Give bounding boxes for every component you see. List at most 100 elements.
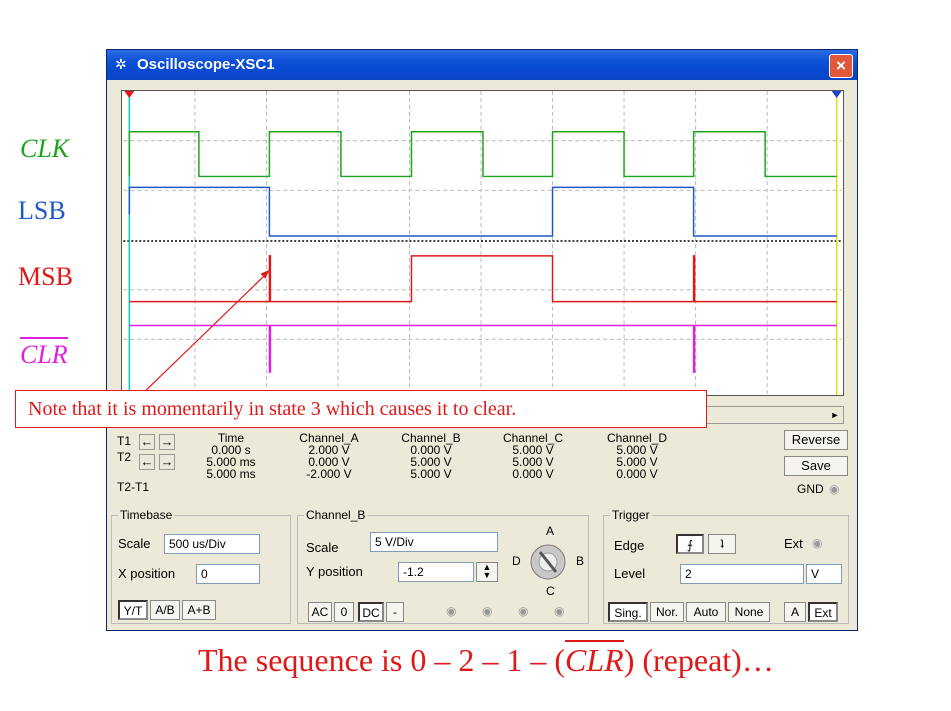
radio-2[interactable]: ◉	[482, 604, 493, 618]
channel-b-scale-input[interactable]: 5 V/Div	[370, 532, 498, 552]
cell-a-3: -2.000 V	[306, 467, 352, 481]
cell-c-2: 5.000 V	[512, 455, 554, 469]
x-position-input[interactable]: 0	[196, 564, 260, 584]
col-channel-b: Channel_B 0.000 V 5.000 V 5.000 V	[381, 432, 481, 480]
t2-left-arrow-icon[interactable]: ←	[139, 454, 155, 470]
trigger-source-a-button[interactable]: A	[784, 602, 806, 622]
cell-b-2: 5.000 V	[410, 455, 452, 469]
t2-label: T2	[117, 450, 132, 464]
cell-a-1: 2.000 V	[308, 443, 350, 457]
cell-d-2: 5.000 V	[616, 455, 658, 469]
cursor-t1-marker	[124, 91, 135, 98]
channel-b-group: Channel_B Scale 5 V/Div Y position -1.2 …	[297, 508, 589, 624]
timebase-scale-input[interactable]: 500 us/Div	[164, 534, 260, 554]
note-callout: Note that it is momentarily in state 3 w…	[15, 390, 707, 428]
t1-right-arrow-icon[interactable]: →	[159, 434, 175, 450]
mode-yt-button[interactable]: Y/T	[118, 600, 148, 620]
trigger-legend: Trigger	[612, 508, 650, 522]
cursor-t2-marker	[831, 91, 842, 98]
y-position-input[interactable]: -1.2	[398, 562, 474, 582]
col-channel-a: Channel_A 2.000 V 0.000 V -2.000 V	[279, 432, 379, 480]
gnd-radio[interactable]: ◉	[829, 482, 840, 496]
trigger-group: Trigger Edge ⨍ ʇ Ext ◉ Level 2 V Sing. N…	[603, 508, 849, 624]
mode-ab-button[interactable]: A/B	[150, 600, 180, 620]
knob-label-d: D	[512, 554, 521, 568]
header-channel-d: Channel_D	[606, 431, 668, 445]
header-channel-b: Channel_B	[401, 431, 461, 445]
knob-label-a: A	[546, 524, 555, 538]
trace-clr	[129, 324, 837, 373]
header-time: Time	[217, 431, 245, 445]
cell-d-1: 5.000 V	[616, 443, 658, 457]
channel-b-legend: Channel_B	[306, 508, 366, 522]
close-button[interactable]: ×	[829, 54, 853, 78]
timebase-legend: Timebase	[120, 508, 173, 522]
timebase-group: Timebase Scale 500 us/Div X position 0 Y…	[111, 508, 291, 624]
trace-lsb	[128, 186, 837, 237]
y-position-spinner-icon[interactable]: ▲ ▼	[476, 562, 498, 582]
trigger-auto-button[interactable]: Auto	[686, 602, 726, 622]
cell-a-2: 0.000 V	[308, 455, 350, 469]
cell-b-1: 0.000 V	[410, 443, 452, 457]
rising-edge-icon[interactable]: ⨍	[676, 534, 704, 554]
reverse-button[interactable]: Reverse	[784, 430, 848, 450]
readout-panel: T1 T2 T2-T1 ← → ← → Time 0.000 s 5.000 m…	[109, 426, 856, 504]
sequence-caption: The sequence is 0 – 2 – 1 – (CLR) (repea…	[198, 640, 774, 679]
knob-label-c: C	[546, 584, 555, 598]
oscilloscope-window: ✲ Oscilloscope-XSC1 ×	[106, 49, 858, 631]
msb-label: MSB	[18, 262, 73, 291]
save-button[interactable]: Save	[784, 456, 848, 476]
invert-button[interactable]: -	[386, 602, 404, 622]
title-bar[interactable]: ✲ Oscilloscope-XSC1 ×	[107, 50, 857, 80]
oscilloscope-icon: ✲	[115, 56, 127, 72]
col-time: Time 0.000 s 5.000 ms 5.000 ms	[181, 432, 281, 480]
t1-left-arrow-icon[interactable]: ←	[139, 434, 155, 450]
trigger-normal-button[interactable]: Nor.	[650, 602, 684, 622]
t1-label: T1	[117, 434, 132, 448]
t2-t1-label: T2-T1	[117, 480, 150, 494]
col-channel-d: Channel_D 5.000 V 5.000 V 0.000 V	[587, 432, 687, 480]
header-channel-c: Channel_C	[502, 431, 564, 445]
radio-4[interactable]: ◉	[554, 604, 565, 618]
ext-label: Ext	[784, 536, 803, 551]
edge-label: Edge	[614, 538, 645, 553]
grid	[123, 91, 842, 395]
coupling-ac-button[interactable]: AC	[308, 602, 332, 622]
clr-bar-label: CLR	[20, 337, 68, 370]
trigger-none-button[interactable]: None	[728, 602, 770, 622]
trigger-source-ext-button[interactable]: Ext	[808, 602, 838, 622]
timebase-scale-label: Scale	[118, 536, 151, 551]
trigger-single-button[interactable]: Sing.	[608, 602, 648, 622]
ext-radio[interactable]: ◉	[812, 536, 823, 550]
radio-3[interactable]: ◉	[518, 604, 529, 618]
coupling-dc-button[interactable]: DC	[358, 602, 384, 622]
scroll-right-icon[interactable]: ►	[830, 410, 840, 420]
gnd-label: GND	[797, 482, 824, 496]
level-label: Level	[614, 566, 646, 581]
header-channel-a: Channel_A	[299, 431, 359, 445]
cell-time-2: 5.000 ms	[206, 455, 256, 469]
annotation-arrow	[144, 271, 269, 392]
caption-clr: CLR	[565, 640, 624, 678]
coupling-zero-button[interactable]: 0	[334, 602, 354, 622]
falling-edge-icon[interactable]: ʇ	[708, 534, 736, 554]
window-title: Oscilloscope-XSC1	[137, 56, 275, 73]
x-position-label: X position	[118, 566, 176, 581]
caption-after: ) (repeat)…	[623, 642, 774, 678]
radio-1[interactable]: ◉	[446, 604, 457, 618]
mode-a-plus-b-button[interactable]: A+B	[182, 600, 216, 620]
knob-label-b: B	[576, 554, 585, 568]
caption-before: The sequence is 0 – 2 – 1 – (	[198, 642, 566, 678]
scope-screen[interactable]	[121, 90, 844, 396]
t2-right-arrow-icon[interactable]: →	[159, 454, 175, 470]
cell-d-3: 0.000 V	[616, 467, 658, 481]
cell-b-3: 5.000 V	[410, 467, 452, 481]
channel-b-scale-label: Scale	[306, 540, 339, 555]
level-input[interactable]: 2	[680, 564, 804, 584]
cell-c-1: 5.000 V	[512, 443, 554, 457]
clk-label: CLK	[20, 134, 70, 163]
level-unit-select[interactable]: V	[806, 564, 842, 584]
cell-time-3: 5.000 ms	[206, 467, 256, 481]
clr-bar-text: CLR	[20, 337, 68, 369]
channel-selector-knob-icon[interactable]	[526, 542, 570, 582]
